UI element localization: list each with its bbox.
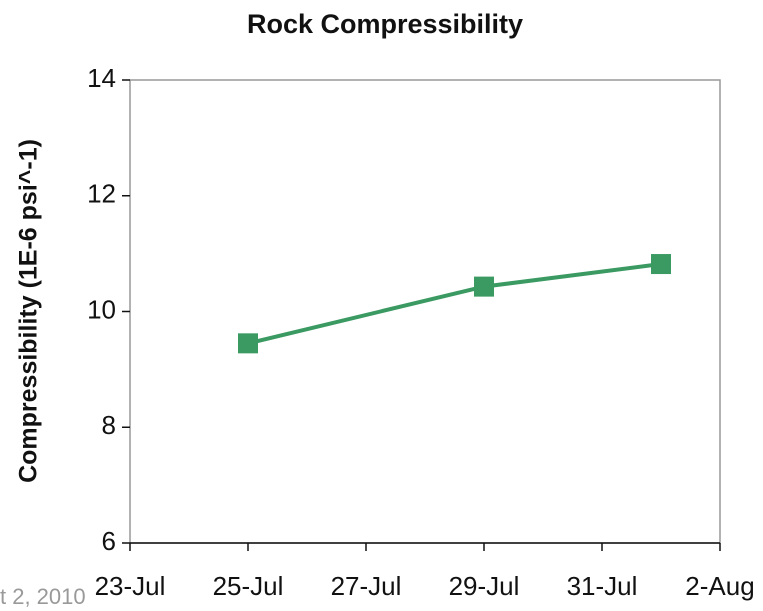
marker (651, 254, 671, 275)
marker (238, 333, 258, 354)
y-tick-label: 6 (102, 526, 116, 556)
plot-area (129, 79, 721, 544)
y-tick-label: 8 (102, 410, 116, 440)
x-tick-label: 23-Jul (95, 571, 166, 601)
y-axis-label: Compressibility (1E-6 psi^-1) (15, 139, 43, 483)
y-tick-label: 14 (87, 63, 116, 93)
x-tick-label: 2-Aug (685, 571, 754, 601)
line (247, 262, 662, 346)
x-tick-label: 31-Jul (567, 571, 638, 601)
y-tick-label: 12 (87, 179, 116, 209)
x-tick-label: 27-Jul (331, 571, 402, 601)
marker (474, 276, 494, 297)
x-tick-label: 25-Jul (213, 571, 284, 601)
slide-footer: t 2, 2010 (0, 584, 86, 609)
chart-title: Rock Compressibility (247, 9, 523, 39)
y-tick-label: 10 (87, 294, 116, 324)
x-tick-label: 29-Jul (449, 571, 520, 601)
